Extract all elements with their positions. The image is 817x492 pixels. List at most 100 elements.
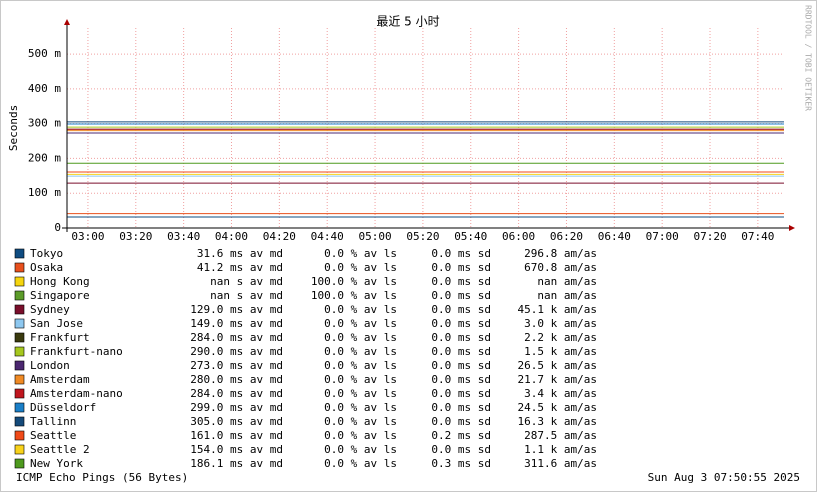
legend-swatch [14,458,25,469]
x-tick-label: 05:20 [406,230,439,243]
legend-name: Sydney [30,303,70,316]
legend-name: Osaka [30,261,63,274]
legend-swatch [14,262,25,273]
legend-loss: 0.0 % av ls [324,303,397,316]
legend-median: 129.0 ms av md [190,303,283,316]
legend-loss: 0.0 % av ls [324,261,397,274]
legend-name: Seattle 2 [30,443,90,456]
legend-sd: 0.2 ms sd [431,429,491,442]
legend-median: 31.6 ms av md [197,247,283,260]
legend-median: 280.0 ms av md [190,373,283,386]
y-axis-label: Seconds [7,105,20,151]
legend-swatch [14,276,25,287]
y-tick-label: 500 m [28,47,61,60]
legend-name: Amsterdam [30,373,90,386]
legend-name: Singapore [30,289,90,302]
legend-amas: nan am/as [537,289,597,302]
footer-left: ICMP Echo Pings (56 Bytes) [16,471,188,484]
legend-swatch [14,444,25,455]
legend-sd: 0.0 ms sd [431,345,491,358]
x-tick-label: 05:00 [358,230,391,243]
legend-swatch [14,332,25,343]
legend-swatch [14,416,25,427]
legend-amas: 45.1 k am/as [518,303,597,316]
legend-amas: 287.5 am/as [524,429,597,442]
legend-median: 273.0 ms av md [190,359,283,372]
legend-sd: 0.0 ms sd [431,275,491,288]
legend-loss: 0.0 % av ls [324,345,397,358]
legend-sd: 0.0 ms sd [431,373,491,386]
x-tick-label: 03:20 [119,230,152,243]
legend-name: Tallinn [30,415,76,428]
x-axis-arrow [789,225,795,231]
legend-amas: nan am/as [537,275,597,288]
legend-loss: 0.0 % av ls [324,317,397,330]
legend-amas: 21.7 k am/as [518,373,597,386]
legend-swatch [14,402,25,413]
legend-sd: 0.0 ms sd [431,331,491,344]
legend-median: 299.0 ms av md [190,401,283,414]
y-axis-arrow [64,19,70,25]
legend-swatch [14,290,25,301]
legend-name: Hong Kong [30,275,90,288]
legend-sd: 0.0 ms sd [431,443,491,456]
legend-median: 284.0 ms av md [190,331,283,344]
legend-amas: 2.2 k am/as [524,331,597,344]
x-tick-label: 07:20 [693,230,726,243]
legend-sd: 0.3 ms sd [431,457,491,470]
legend-swatch [14,430,25,441]
x-tick-label: 06:00 [502,230,535,243]
legend-amas: 3.4 k am/as [524,387,597,400]
legend-name: Düsseldorf [30,401,96,414]
legend-swatch [14,360,25,371]
legend-median: 284.0 ms av md [190,387,283,400]
x-tick-label: 04:20 [263,230,296,243]
y-tick-label: 300 m [28,117,61,130]
legend-amas: 296.8 am/as [524,247,597,260]
legend-swatch [14,318,25,329]
legend-name: Tokyo [30,247,63,260]
x-tick-label: 04:00 [215,230,248,243]
legend-loss: 0.0 % av ls [324,359,397,372]
legend-amas: 311.6 am/as [524,457,597,470]
legend-loss: 0.0 % av ls [324,331,397,344]
legend-swatch [14,388,25,399]
legend-median: nan s av md [210,275,283,288]
x-tick-label: 04:40 [311,230,344,243]
x-tick-label: 07:00 [646,230,679,243]
legend-loss: 100.0 % av ls [311,275,397,288]
legend-name: New York [30,457,83,470]
legend-median: 305.0 ms av md [190,415,283,428]
legend-loss: 0.0 % av ls [324,401,397,414]
legend-median: 41.2 ms av md [197,261,283,274]
y-tick-label: 400 m [28,82,61,95]
legend-sd: 0.0 ms sd [431,247,491,260]
legend-name: San Jose [30,317,83,330]
side-label: RRDTOOL / TOBI OETIKER [804,5,813,111]
legend-swatch [14,248,25,259]
legend-median: 290.0 ms av md [190,345,283,358]
legend-name: Seattle [30,429,76,442]
legend-amas: 3.0 k am/as [524,317,597,330]
y-tick-label: 0 [54,221,61,234]
legend-sd: 0.0 ms sd [431,317,491,330]
legend-swatch [14,304,25,315]
legend-loss: 0.0 % av ls [324,247,397,260]
x-tick-label: 05:40 [454,230,487,243]
legend-loss: 0.0 % av ls [324,373,397,386]
legend-sd: 0.0 ms sd [431,303,491,316]
legend-loss: 0.0 % av ls [324,415,397,428]
legend-swatch [14,346,25,357]
legend-amas: 1.1 k am/as [524,443,597,456]
legend-swatch [14,374,25,385]
plot [67,121,784,218]
x-tick-label: 06:20 [550,230,583,243]
legend-loss: 0.0 % av ls [324,457,397,470]
legend-loss: 0.0 % av ls [324,387,397,400]
y-tick-label: 100 m [28,186,61,199]
legend-median: 161.0 ms av md [190,429,283,442]
legend-loss: 0.0 % av ls [324,429,397,442]
